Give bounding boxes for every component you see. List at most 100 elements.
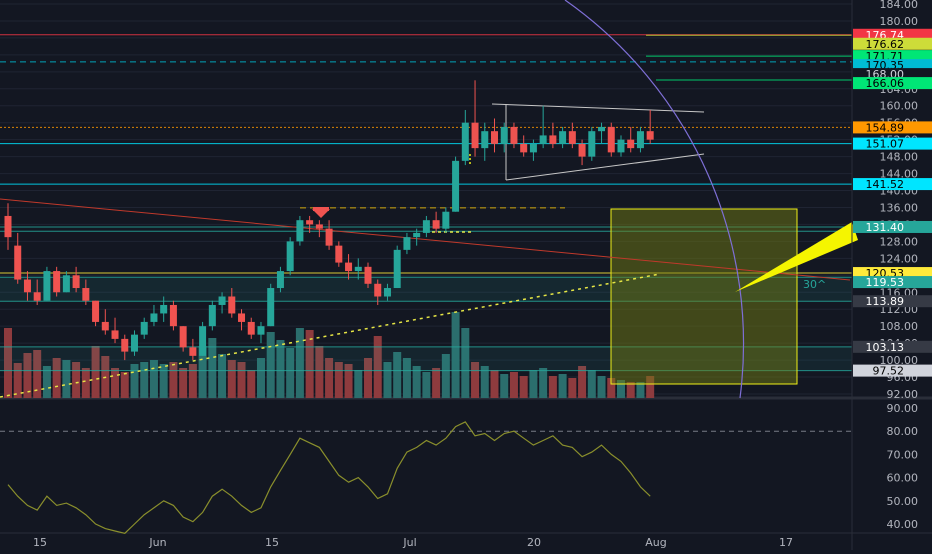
candle-body[interactable] — [539, 135, 547, 144]
candle-body[interactable] — [510, 126, 518, 144]
candle-body[interactable] — [189, 347, 197, 356]
candle-body[interactable] — [169, 304, 177, 327]
candle-body[interactable] — [53, 271, 61, 293]
candle-body[interactable] — [598, 126, 606, 132]
fib-arc[interactable] — [564, 0, 745, 399]
candle-body[interactable] — [461, 122, 469, 161]
candle-body[interactable] — [160, 304, 168, 314]
candle-body[interactable] — [413, 232, 421, 238]
highlight-box[interactable] — [610, 208, 798, 385]
candle-body[interactable] — [471, 122, 479, 149]
candle-body[interactable] — [92, 300, 100, 322]
candle-body[interactable] — [607, 126, 615, 153]
time-label: 20 — [527, 536, 541, 549]
candle-body[interactable] — [23, 279, 31, 293]
volume-bar — [354, 370, 363, 398]
volume-bar — [451, 312, 460, 398]
candle-body[interactable] — [374, 283, 382, 297]
candle-body[interactable] — [238, 313, 246, 322]
candle-body[interactable] — [529, 143, 537, 153]
candle-body[interactable] — [43, 271, 51, 301]
level-tag-label: 166.06 — [866, 77, 905, 90]
candle-body[interactable] — [335, 245, 343, 263]
candle-body[interactable] — [62, 275, 70, 293]
candle-body[interactable] — [568, 131, 576, 144]
candle-body[interactable] — [199, 326, 207, 356]
candle-body[interactable] — [247, 321, 255, 335]
candle-body[interactable] — [257, 326, 265, 335]
candle-body[interactable] — [315, 224, 323, 229]
volume-bar — [441, 354, 450, 398]
level-tag — [853, 59, 932, 72]
candle-body[interactable] — [559, 131, 567, 144]
candle-body[interactable] — [627, 139, 635, 149]
candle-body[interactable] — [286, 241, 294, 272]
candle-body[interactable] — [82, 288, 90, 301]
candle-body[interactable] — [403, 237, 411, 250]
triangle-lower-line[interactable] — [505, 153, 705, 181]
candle-body[interactable] — [432, 220, 440, 229]
price-tick-label: 144.00 — [880, 168, 919, 181]
candle-body[interactable] — [646, 131, 654, 140]
candle-body[interactable] — [72, 275, 80, 289]
candle-body[interactable] — [150, 313, 158, 322]
candle-body[interactable] — [33, 292, 41, 301]
volume-bar — [334, 362, 343, 398]
candle-body[interactable] — [588, 131, 596, 157]
candle-body[interactable] — [218, 296, 226, 305]
candle-body[interactable] — [383, 288, 391, 297]
down-arrow-marker — [312, 209, 330, 218]
candle-body[interactable] — [442, 211, 450, 229]
rsi-pane — [0, 421, 852, 534]
candle-body[interactable] — [296, 220, 304, 242]
volume-bar — [422, 372, 431, 398]
candle-body[interactable] — [481, 131, 489, 149]
candle-body[interactable] — [140, 321, 148, 335]
volume-bar — [315, 346, 324, 398]
candle-body[interactable] — [636, 131, 644, 149]
candle-body[interactable] — [364, 266, 372, 284]
time-label: 15 — [33, 536, 47, 549]
candle-body[interactable] — [325, 228, 333, 246]
candle-body[interactable] — [14, 245, 22, 280]
candle-body[interactable] — [4, 215, 12, 238]
candle-body[interactable] — [549, 135, 557, 144]
volume-bar — [286, 348, 295, 398]
volume-bar — [91, 346, 100, 398]
volume-bar — [412, 366, 421, 398]
candle-body[interactable] — [267, 288, 275, 327]
volume-bar — [247, 370, 256, 398]
level-tag — [853, 77, 932, 90]
level-tag — [853, 28, 932, 41]
yellow-arrow[interactable] — [735, 222, 858, 292]
candle-body[interactable] — [452, 160, 460, 212]
candle-body[interactable] — [393, 249, 401, 289]
candle-body[interactable] — [520, 143, 528, 153]
candle-body[interactable] — [130, 334, 138, 352]
rsi-line[interactable] — [7, 421, 651, 534]
candle-body[interactable] — [111, 330, 119, 339]
descending-trendline[interactable] — [0, 198, 851, 281]
candle-body[interactable] — [617, 139, 625, 153]
candle-body[interactable] — [422, 220, 430, 233]
candle-body[interactable] — [276, 271, 284, 289]
candle-body[interactable] — [354, 266, 362, 272]
candle-body[interactable] — [208, 304, 216, 327]
candle-body[interactable] — [121, 338, 129, 352]
candle-body[interactable] — [578, 143, 586, 157]
candle-body[interactable] — [101, 321, 109, 331]
price-tick-label: 160.00 — [880, 100, 919, 113]
volume-bar — [23, 353, 32, 398]
candle-body[interactable] — [345, 262, 353, 272]
triangle-upper-line[interactable] — [491, 103, 705, 113]
candle-body[interactable] — [228, 296, 236, 314]
candle-body[interactable] — [500, 126, 508, 144]
candle-body[interactable] — [491, 131, 498, 144]
candle-body[interactable] — [306, 220, 314, 225]
price-tick-label: 92.00 — [887, 388, 919, 401]
candle-body[interactable] — [179, 326, 187, 348]
price-tick-label: 184.00 — [880, 0, 919, 11]
volume-bar — [597, 376, 606, 398]
